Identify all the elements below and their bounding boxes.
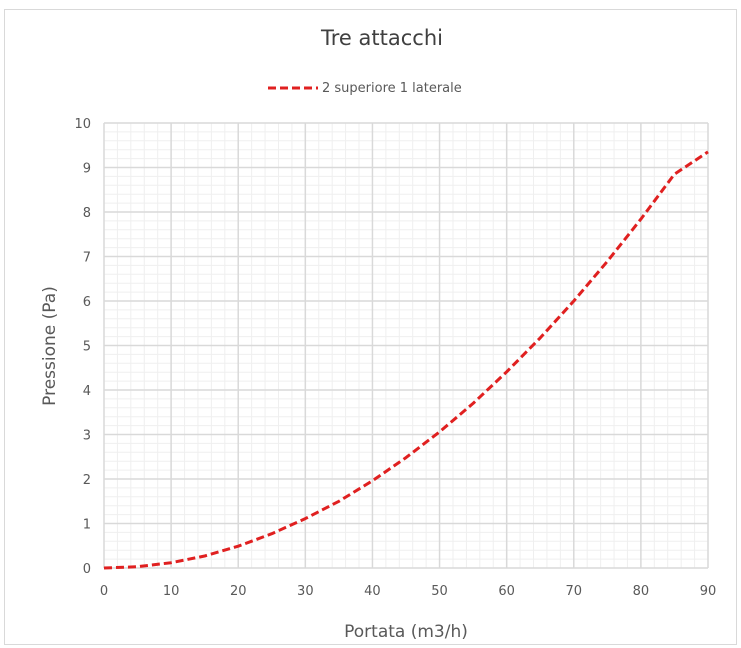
- series-layer: [103, 150, 709, 570]
- y-axis-title: Pressione (Pa): [40, 286, 60, 406]
- legend-label: 2 superiore 1 laterale: [322, 81, 462, 96]
- y-tick-label: 5: [83, 340, 91, 355]
- y-tick-label: 7: [83, 251, 91, 266]
- x-tick-label: 20: [230, 584, 247, 599]
- y-tick-labels: 0 1 2 3 4 5 6 7 8 9 10: [74, 117, 91, 577]
- series-line: [103, 150, 709, 570]
- y-tick-label: 9: [83, 162, 91, 177]
- legend: 2 superiore 1 laterale: [268, 81, 462, 96]
- x-tick-label: 30: [297, 584, 314, 599]
- x-tick-label: 10: [163, 584, 180, 599]
- x-tick-label: 90: [700, 584, 717, 599]
- y-tick-label: 10: [74, 117, 91, 132]
- y-tick-label: 2: [83, 473, 91, 488]
- major-grid: [103, 122, 709, 569]
- y-tick-label: 4: [83, 384, 91, 399]
- x-axis-title: Portata (m3/h): [344, 622, 468, 642]
- line-chart: Tre attacchi 2 superiore 1 laterale 0 1 2 3…: [40, 26, 716, 642]
- x-tick-labels: 0 10 20 30 40 50 60 70 80 90: [100, 584, 716, 599]
- y-tick-label: 0: [83, 562, 91, 577]
- y-tick-label: 6: [83, 295, 91, 310]
- chart-frame: Tre attacchi 2 superiore 1 laterale 0 1 2 3…: [4, 9, 737, 645]
- x-tick-label: 50: [431, 584, 448, 599]
- x-tick-label: 60: [498, 584, 515, 599]
- x-tick-label: 0: [100, 584, 108, 599]
- x-tick-label: 80: [633, 584, 650, 599]
- y-tick-label: 8: [83, 206, 91, 221]
- x-tick-label: 70: [566, 584, 583, 599]
- chart-title: Tre attacchi: [320, 26, 443, 50]
- y-tick-label: 3: [83, 429, 91, 444]
- x-tick-label: 40: [364, 584, 381, 599]
- y-tick-label: 1: [83, 518, 91, 533]
